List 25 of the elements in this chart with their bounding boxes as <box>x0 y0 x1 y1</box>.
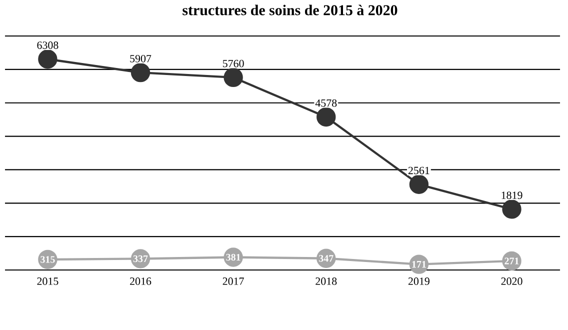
data-label: 6308 <box>37 42 58 49</box>
data-label: 337 <box>133 255 148 262</box>
data-label: 315 <box>40 256 55 263</box>
point <box>224 68 243 88</box>
data-label: 271 <box>504 258 519 264</box>
data-label: 347 <box>319 255 334 262</box>
point <box>502 200 522 219</box>
data-label: 5907 <box>130 54 152 62</box>
x-tick-label: 2020 <box>501 278 522 285</box>
data-label: 4578 <box>315 99 337 107</box>
point <box>130 62 150 82</box>
x-tick-label: 2016 <box>130 278 152 285</box>
point <box>38 50 58 69</box>
data-label: 2561 <box>408 166 430 174</box>
point <box>409 174 429 194</box>
x-tick-label: 2015 <box>37 278 58 285</box>
x-tick-label: 2019 <box>408 278 430 285</box>
x-tick-label: 2018 <box>316 278 337 285</box>
x-tick-label: 2017 <box>222 278 244 285</box>
data-label: 1819 <box>502 192 522 199</box>
data-label: 381 <box>226 254 240 261</box>
point <box>316 107 336 127</box>
data-label: 5760 <box>223 60 244 68</box>
data-label: 171 <box>412 260 426 268</box>
chart-title: structures de soins de 2015 à 2020 <box>182 4 398 16</box>
